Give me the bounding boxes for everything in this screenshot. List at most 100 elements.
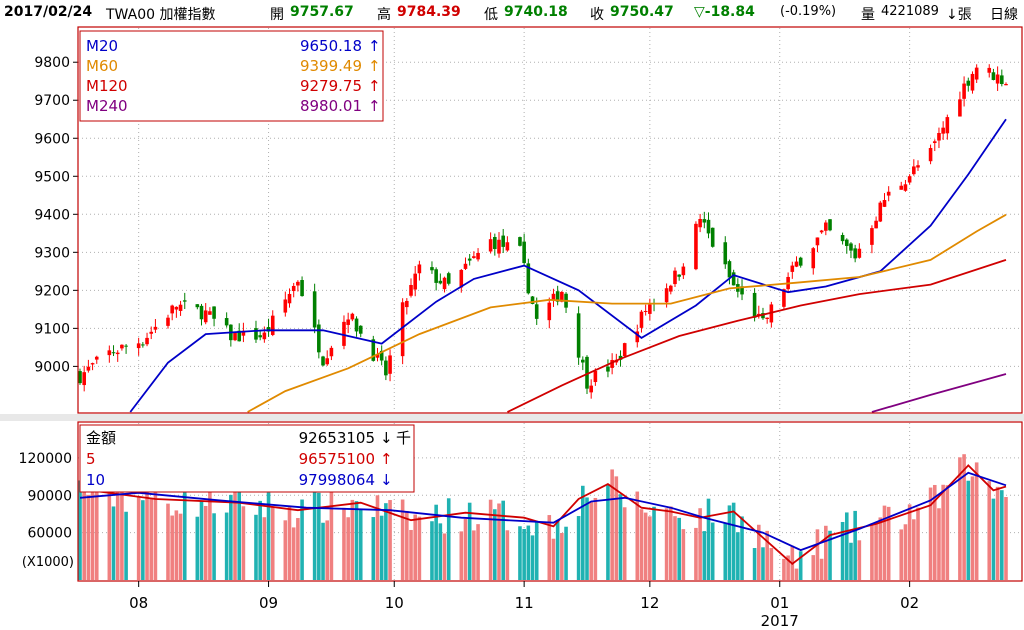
volume-bar — [853, 510, 857, 580]
candle-body — [430, 267, 434, 271]
candle-body — [974, 67, 979, 80]
volume-bar — [639, 509, 644, 580]
candle-body — [991, 72, 996, 80]
volume-bar — [136, 496, 141, 580]
candle-body — [145, 337, 149, 345]
volume-bar — [438, 523, 443, 580]
volume-bar — [761, 547, 765, 580]
volume-bar — [857, 540, 862, 580]
volume-bar — [262, 517, 267, 580]
candle-body — [488, 239, 493, 252]
volume-bar — [547, 515, 552, 580]
candle-body — [178, 304, 183, 311]
volume-bar — [505, 530, 510, 580]
candle-body — [547, 302, 552, 321]
candle-body — [505, 242, 510, 251]
legend-arrow: ↓ — [380, 429, 393, 447]
volume-bar — [493, 509, 497, 580]
date-tick-label: 08 — [129, 594, 148, 612]
volume-bar — [1004, 497, 1008, 580]
volume-bar — [141, 500, 145, 580]
candle-body — [526, 263, 531, 294]
quote-date: 2017/02/24 — [4, 4, 93, 20]
volume-bar — [329, 487, 334, 580]
candle-body — [124, 345, 128, 347]
candle-body — [844, 239, 849, 246]
candle-body — [446, 273, 451, 284]
volume-bar — [266, 492, 271, 580]
change-value: ▽-18.84 — [694, 4, 755, 20]
date-tick-label: 09 — [259, 594, 278, 612]
date-tick-label: 10 — [385, 594, 404, 612]
close-label: 收 — [590, 7, 604, 23]
volume-bar — [648, 516, 652, 580]
candle-body — [882, 200, 887, 207]
volume-bar — [442, 533, 447, 580]
volume-bar — [786, 555, 790, 580]
legend-name: 金額 — [86, 429, 116, 447]
candle-body — [354, 318, 359, 332]
candle-body — [643, 310, 648, 312]
candle-body — [224, 318, 229, 326]
candle-body — [254, 328, 258, 340]
year-label: 2017 — [761, 612, 799, 630]
candle-body — [664, 288, 669, 303]
volume-bar — [903, 524, 908, 580]
volume-bar — [375, 495, 380, 580]
candle-body — [782, 289, 786, 307]
candle-body — [472, 256, 476, 258]
candle-body — [912, 166, 916, 175]
volume-bar — [107, 477, 112, 580]
price-tick-label: 9500 — [34, 169, 70, 185]
volume-bar — [86, 494, 91, 580]
volume-bar — [115, 491, 120, 580]
volume-legend: 金額 92653105 ↓ 千5 96575100 ↑10 97998064 ↓ — [79, 424, 415, 493]
candle-body — [94, 356, 99, 360]
candle-body — [384, 360, 388, 376]
candle-body — [853, 248, 857, 259]
volume-bar — [752, 548, 757, 580]
legend-arrow: ↑ — [368, 37, 381, 55]
candle-body — [610, 359, 614, 368]
price-tick-label: 9200 — [34, 283, 70, 299]
candle-body — [899, 185, 904, 190]
candle-body — [409, 284, 413, 296]
candle-body — [82, 372, 86, 386]
candle-body — [970, 73, 975, 91]
volume-bar — [430, 521, 434, 580]
volume-bar — [945, 485, 950, 580]
candle-body — [702, 219, 707, 223]
volume-ma-line-5 — [79, 464, 1007, 565]
legend-arrow: ↑ — [368, 97, 381, 115]
price-tick-label: 9000 — [34, 359, 70, 375]
candle-body — [476, 252, 480, 260]
volume-bar — [844, 512, 849, 580]
candle-body — [648, 304, 652, 314]
candle-body — [903, 184, 908, 191]
price-legend-box — [79, 30, 384, 122]
volume-bar — [874, 522, 878, 580]
candle-body — [585, 356, 589, 389]
candle-body — [560, 291, 564, 302]
volume-bar — [564, 526, 568, 580]
candle-body — [136, 343, 141, 349]
candle-body — [438, 280, 443, 284]
volume-bar — [413, 514, 417, 580]
volume-tick-label: 60000 — [27, 526, 72, 542]
volume-bar — [958, 457, 962, 580]
volume-bar — [912, 519, 916, 580]
period-label: 日線 — [990, 7, 1018, 23]
volume-bar — [178, 513, 183, 580]
open-value: 9757.67 — [290, 4, 354, 20]
volume-bar — [145, 482, 149, 580]
price-tick-label: 9300 — [34, 245, 70, 261]
volume-legend-box — [79, 424, 415, 493]
price-panel-frame — [77, 26, 1023, 414]
candle-body — [379, 350, 384, 361]
price-tick-label: 9100 — [34, 321, 70, 337]
candle-body — [522, 241, 526, 264]
candle-body — [635, 331, 640, 343]
volume-bar — [974, 462, 979, 580]
candle-body — [212, 306, 216, 319]
volume-bar — [710, 522, 715, 580]
